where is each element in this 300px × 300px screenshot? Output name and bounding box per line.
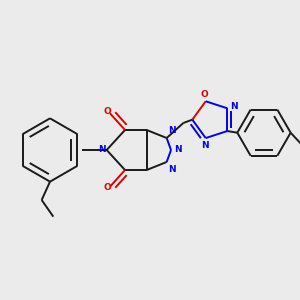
Text: N: N bbox=[98, 146, 105, 154]
Text: O: O bbox=[103, 107, 111, 116]
Text: O: O bbox=[200, 90, 208, 99]
Text: N: N bbox=[174, 146, 182, 154]
Text: N: N bbox=[201, 141, 209, 150]
Text: N: N bbox=[230, 103, 238, 112]
Text: N: N bbox=[168, 126, 175, 135]
Text: O: O bbox=[103, 184, 111, 193]
Text: N: N bbox=[168, 165, 175, 174]
